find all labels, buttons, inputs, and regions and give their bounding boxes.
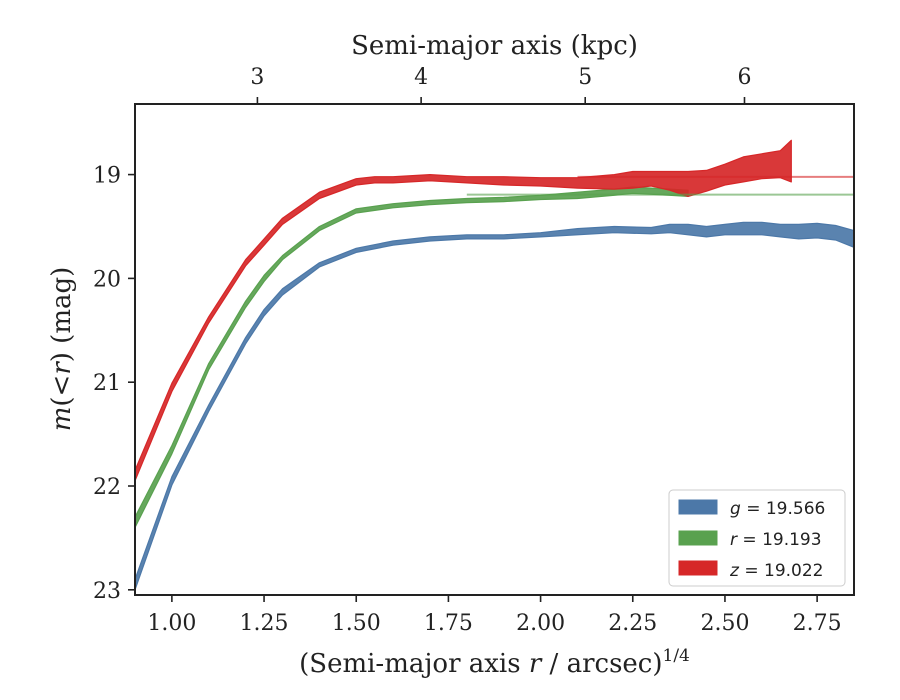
y-tick-label: 21 [93,371,121,396]
y-axis-title-post: ) (mag) [47,267,77,363]
legend-swatch-r [678,530,718,546]
x-tick-label: 1.75 [424,611,473,636]
legend-label-r: r = 19.193 [730,530,822,550]
legend-value-r: 19.193 [762,530,821,550]
x-tick-label: 2.50 [700,611,749,636]
band-r [134,186,689,529]
legend-swatch-g [678,499,718,515]
x-tick-label: 1.50 [332,611,381,636]
y-tick-label: 19 [93,164,121,189]
legend-value-g: 19.566 [766,499,825,519]
legend-value-z: 19.022 [764,561,823,581]
y-axis-title-m: m [47,407,77,432]
x-tick-label: 2.75 [793,611,842,636]
legend-label-z: z = 19.022 [729,561,823,581]
x-tick-label: 2.00 [516,611,565,636]
top-axis-title: Semi-major axis (kpc) [351,31,638,61]
top-tick-label: 5 [578,65,592,90]
legend-label-g: g = 19.566 [730,499,825,519]
band-z [134,139,792,482]
y-tick-label: 20 [93,267,121,292]
y-axis-title-open: ( [47,396,77,406]
axis-ticks: 1.00 1.25 1.50 1.75 2.00 2.25 2.50 2.75 19 20 21 22… [93,65,842,636]
bottom-axis-title: (Semi-major axis r / arcsec)1/4 [299,646,690,679]
y-tick-label: 23 [93,579,121,604]
bottom-axis-title-pre: (Semi-major axis [299,649,529,679]
top-tick-label: 6 [737,65,751,90]
x-tick-label: 1.25 [240,611,289,636]
legend-swatch-z [678,560,718,576]
x-tick-label: 1.00 [147,611,196,636]
y-axis-title: m(<r) (mag) [47,267,77,432]
top-tick-label: 4 [414,65,428,90]
legend: g = 19.566 r = 19.193 z = 19.022 [668,489,846,587]
top-tick-label: 3 [250,65,264,90]
plot-frame [134,103,855,596]
bottom-axis-title-exp: 1/4 [663,646,690,666]
bottom-axis-title-var: r [529,649,543,679]
asymptote-lines [466,175,854,196]
x-tick-label: 2.25 [608,611,657,636]
y-axis-title-var: <r [47,361,77,397]
y-tick-label: 22 [93,475,121,500]
bottom-axis-title-post: / arcsec) [541,649,662,679]
